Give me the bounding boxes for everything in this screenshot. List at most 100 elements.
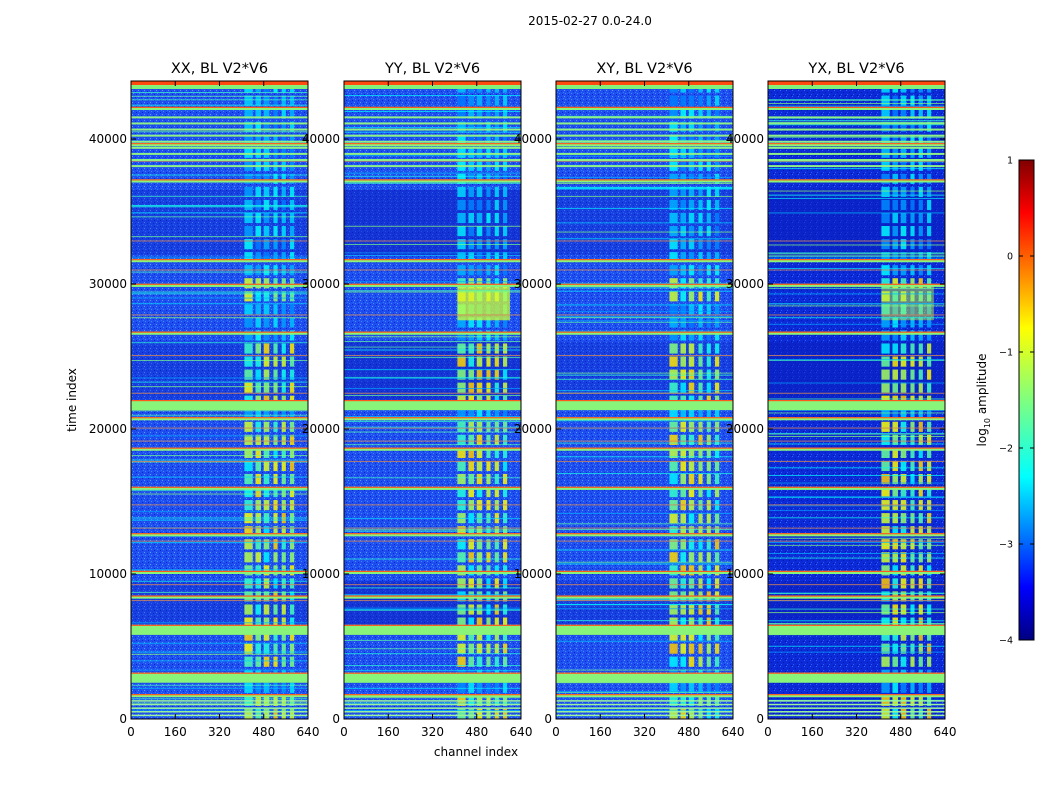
rfi-cell	[468, 565, 474, 576]
rfi-cell	[918, 186, 923, 197]
rfi-cell	[669, 473, 678, 485]
broadband-rfi-edge	[768, 570, 945, 573]
colorbar-tick-label: −4	[999, 636, 1013, 647]
time-line	[768, 608, 945, 610]
rfi-line	[556, 440, 733, 442]
time-line	[344, 182, 521, 184]
rfi-cell	[290, 682, 295, 693]
rfi-cell	[680, 708, 686, 719]
rfi-line	[131, 440, 308, 442]
broadband-rfi	[344, 146, 521, 149]
rfi-cell	[468, 447, 474, 458]
rfi-cell	[486, 343, 491, 354]
rfi-cell	[281, 343, 286, 354]
rfi-line	[556, 314, 733, 316]
broadband-rfi	[131, 140, 308, 143]
rfi-cell	[486, 408, 491, 419]
time-line	[131, 660, 308, 662]
time-line	[768, 651, 945, 653]
time-line	[556, 563, 733, 565]
rfi-cell	[273, 473, 278, 485]
rfi-cell	[263, 304, 270, 315]
broadband-rfi-edge	[344, 106, 521, 109]
panel-title: YX, BL V2*V6	[807, 61, 904, 77]
rfi-cell	[494, 95, 499, 106]
broadband-rfi-edge	[556, 283, 733, 285]
rfi-cell	[698, 643, 703, 654]
rfi-line	[768, 314, 945, 316]
rfi-cell	[255, 460, 261, 472]
time-line	[344, 517, 521, 519]
rfi-cell	[281, 95, 286, 106]
rfi-cell	[910, 212, 915, 224]
rfi-cell	[881, 460, 890, 472]
time-line	[131, 642, 308, 644]
rfi-cell	[457, 121, 466, 132]
rfi-cell	[244, 199, 253, 211]
rfi-cell	[927, 343, 932, 354]
rfi-cell	[918, 252, 923, 263]
rfi-cell	[263, 539, 270, 550]
rfi-cell	[680, 121, 686, 132]
time-line	[344, 709, 521, 711]
rfi-cell	[263, 121, 270, 132]
rfi-cell	[263, 199, 270, 211]
rfi-cell	[468, 382, 474, 393]
time-line	[768, 620, 945, 622]
rfi-cell	[273, 460, 278, 472]
broadband-rfi	[344, 417, 521, 421]
rfi-cell	[910, 343, 915, 354]
time-line	[344, 394, 521, 396]
rfi-cell	[900, 317, 907, 328]
broadband-rfi-edge	[768, 694, 945, 696]
x-tick-label: 160	[589, 725, 612, 739]
y-tick-label: 30000	[726, 277, 764, 291]
rfi-cell	[881, 617, 890, 628]
rfi-line	[556, 392, 733, 394]
time-line	[768, 197, 945, 199]
time-line	[768, 99, 945, 101]
rfi-cell	[290, 552, 295, 563]
rfi-cell	[900, 434, 907, 445]
rfi-cell	[468, 552, 474, 563]
rfi-cell	[680, 330, 686, 341]
broadband-rfi	[768, 116, 945, 119]
rfi-cell	[680, 173, 686, 184]
rfi-cell	[494, 434, 499, 445]
y-tick-label: 0	[332, 712, 340, 726]
rfi-cell	[927, 186, 932, 197]
rfi-cell	[263, 708, 270, 719]
rfi-cell	[900, 252, 907, 263]
rfi-cell	[680, 147, 686, 158]
rfi-cell	[273, 239, 278, 250]
rfi-cell	[680, 421, 686, 432]
x-tick-label: 160	[801, 725, 824, 739]
rfi-cell	[669, 252, 678, 263]
broadband-rfi-edge	[556, 331, 733, 333]
rfi-cell	[910, 226, 915, 237]
rfi-cell	[706, 343, 711, 354]
rfi-cell	[706, 408, 711, 419]
rfi-cell	[273, 630, 278, 641]
x-tick-label: 480	[677, 725, 700, 739]
quiet-block	[768, 189, 945, 255]
rfi-cell	[290, 121, 295, 132]
rfi-cell	[244, 460, 253, 472]
rfi-cell	[918, 108, 923, 119]
rfi-cell	[892, 434, 898, 445]
broadband-rfi	[556, 116, 733, 119]
rfi-cell	[881, 186, 890, 197]
time-line	[344, 431, 521, 433]
time-line	[768, 409, 945, 411]
time-line	[556, 456, 733, 458]
rfi-cell	[503, 226, 508, 237]
time-line	[344, 609, 521, 611]
rfi-cell	[927, 199, 932, 211]
rfi-cell	[910, 278, 915, 289]
broadband-rfi	[131, 134, 308, 137]
time-line	[344, 530, 521, 532]
rfi-line	[344, 440, 521, 442]
y-tick-label: 30000	[514, 277, 552, 291]
rfi-cell	[486, 356, 491, 367]
broadband-rfi	[556, 140, 733, 143]
